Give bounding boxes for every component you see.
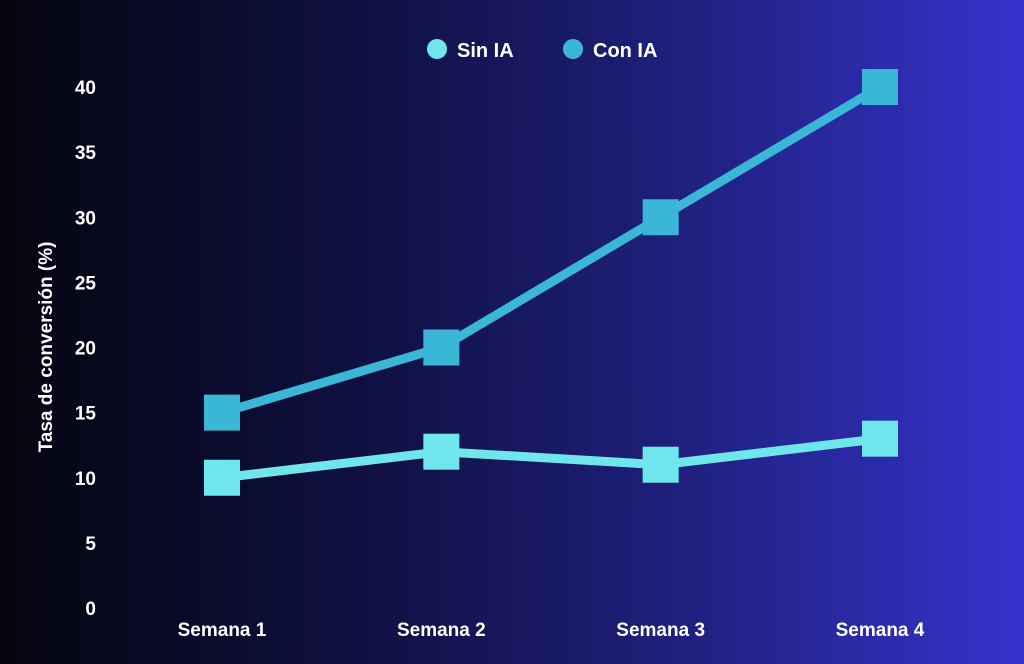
data-point-sin-ia[interactable] — [423, 433, 460, 470]
y-axis-title: Tasa de conversión (%) — [36, 242, 57, 453]
legend-marker-con-ia — [563, 39, 583, 59]
y-tick-label: 15 — [75, 404, 97, 425]
x-tick-label: Semana 1 — [178, 620, 267, 641]
x-axis: Semana 1 Semana 2 Semana 3 Semana 4 — [178, 620, 925, 641]
data-point-con-ia[interactable] — [862, 69, 898, 105]
y-tick-label: 20 — [75, 339, 96, 360]
y-tick-label: 40 — [75, 78, 96, 99]
data-point-con-ia[interactable] — [204, 394, 240, 431]
legend-label-sin-ia[interactable]: Sin IA — [457, 40, 514, 62]
y-axis: Tasa de conversión (%) 0 5 10 15 20 25 30 35 40 — [36, 78, 96, 620]
series-line-con-ia — [217, 82, 885, 418]
x-tick-label: Semana 2 — [397, 620, 486, 641]
legend-label-con-ia[interactable]: Con IA — [593, 40, 657, 62]
y-tick-label: 25 — [75, 273, 97, 294]
x-tick-label: Semana 3 — [616, 620, 705, 641]
series-sin-ia — [204, 420, 898, 496]
data-point-sin-ia[interactable] — [204, 459, 240, 496]
x-tick-label: Semana 4 — [836, 620, 925, 641]
y-tick-label: 0 — [85, 599, 96, 620]
legend-marker-sin-ia — [427, 39, 447, 59]
y-tick-label: 5 — [85, 534, 96, 555]
data-point-con-ia[interactable] — [642, 199, 679, 236]
data-point-sin-ia[interactable] — [862, 420, 898, 457]
data-point-con-ia[interactable] — [423, 329, 460, 366]
y-tick-label: 10 — [75, 469, 96, 490]
y-tick-label: 35 — [75, 143, 97, 164]
legend: Sin IA Con IA — [427, 39, 657, 62]
series-line-sin-ia — [217, 434, 885, 483]
y-tick-label: 30 — [75, 208, 96, 229]
series-con-ia — [204, 69, 898, 431]
data-point-sin-ia[interactable] — [642, 446, 679, 483]
series-layer — [204, 69, 898, 496]
